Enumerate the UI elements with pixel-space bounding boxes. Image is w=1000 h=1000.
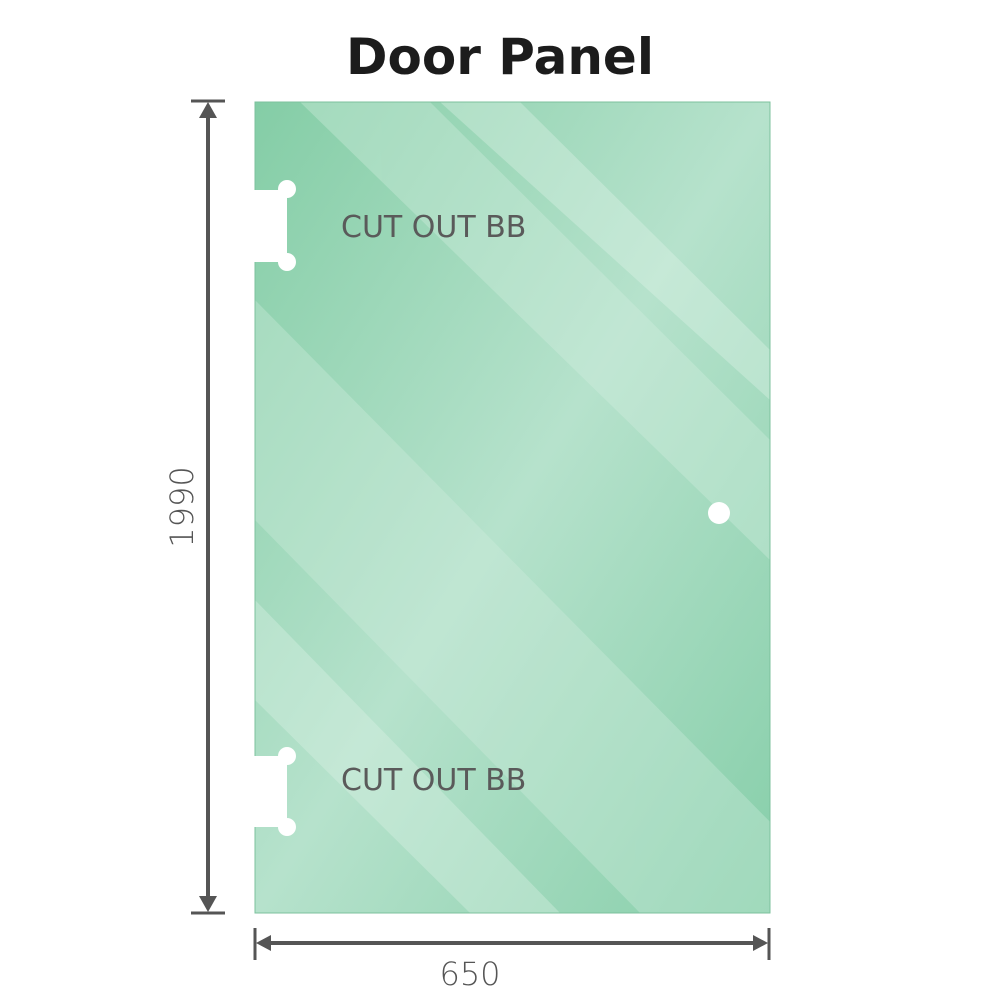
arrow-down-icon [199, 896, 217, 912]
glass-panel [254, 101, 771, 914]
arrow-up-icon [199, 102, 217, 118]
arrow-left-icon [256, 935, 271, 951]
height-label: 1990 [163, 466, 201, 547]
diagram-title: Door Panel [346, 28, 654, 86]
cutout-top [254, 180, 296, 271]
width-dimension-line [253, 928, 771, 960]
width-label: 650 [439, 955, 500, 993]
cutout-bottom [254, 747, 296, 836]
arrow-right-icon [753, 935, 768, 951]
cutout-label-bottom: CUT OUT BB [341, 763, 526, 798]
height-dimension-line [191, 99, 225, 915]
handle-hole [708, 502, 730, 524]
cutout-label-top: CUT OUT BB [341, 210, 526, 245]
